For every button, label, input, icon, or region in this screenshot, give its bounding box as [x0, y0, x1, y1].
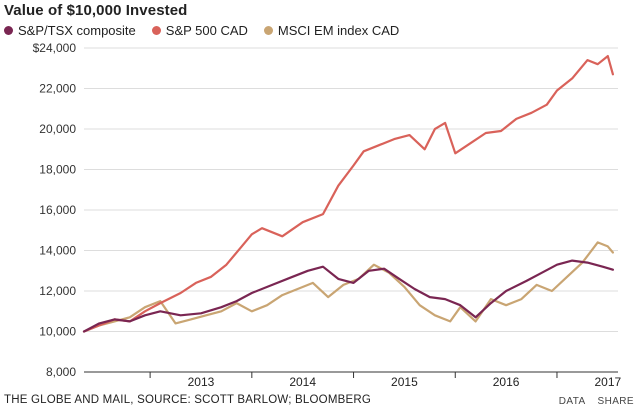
- line-chart: 8,000 10,000 12,000 14,000 16,000 18,000 20,00…: [33, 41, 622, 389]
- legend-label-sp500: S&P 500 CAD: [165, 23, 248, 38]
- legend-marker-tsx: [4, 26, 13, 35]
- y-tick-label: 16,000: [39, 203, 76, 217]
- x-tick-label: 2015: [391, 375, 418, 389]
- series-line-sp500: [82, 55, 614, 333]
- legend: S&P/TSX composite S&P 500 CAD MSCI EM in…: [4, 23, 399, 38]
- x-tick-label: 2016: [493, 375, 520, 389]
- x-tick-label: 2013: [188, 375, 215, 389]
- legend-item-tsx: S&P/TSX composite: [4, 23, 136, 38]
- y-tick-label: 12,000: [39, 284, 76, 298]
- y-tick-label: 10,000: [39, 325, 76, 339]
- x-tick-label: 2017: [594, 375, 621, 389]
- legend-label-msci: MSCI EM index CAD: [277, 23, 400, 38]
- legend-item-sp500: S&P 500 CAD: [151, 23, 248, 38]
- x-tick-label: 2014: [289, 375, 316, 389]
- source-note: THE GLOBE AND MAIL, SOURCE: SCOTT BARLOW…: [4, 394, 371, 406]
- legend-item-msci: MSCI EM index CAD: [263, 23, 400, 38]
- y-tick-label: $24,000: [33, 41, 77, 55]
- series-line-tsx: [82, 259, 614, 333]
- share-link[interactable]: SHARE: [597, 396, 634, 407]
- series-line-msci: [82, 241, 614, 333]
- data-link[interactable]: DATA: [558, 396, 586, 407]
- y-tick-label: 22,000: [39, 82, 76, 96]
- y-tick-label: 20,000: [39, 122, 76, 136]
- y-tick-label: 18,000: [39, 163, 76, 177]
- footer-links: DATA SHARE: [559, 396, 634, 407]
- y-tick-label: 14,000: [39, 244, 76, 258]
- y-tick-label: 8,000: [46, 365, 76, 379]
- legend-label-tsx: S&P/TSX composite: [18, 23, 136, 38]
- legend-marker-msci: [263, 26, 273, 35]
- chart-title: Value of $10,000 Invested: [4, 2, 188, 19]
- legend-marker-sp500: [151, 26, 161, 35]
